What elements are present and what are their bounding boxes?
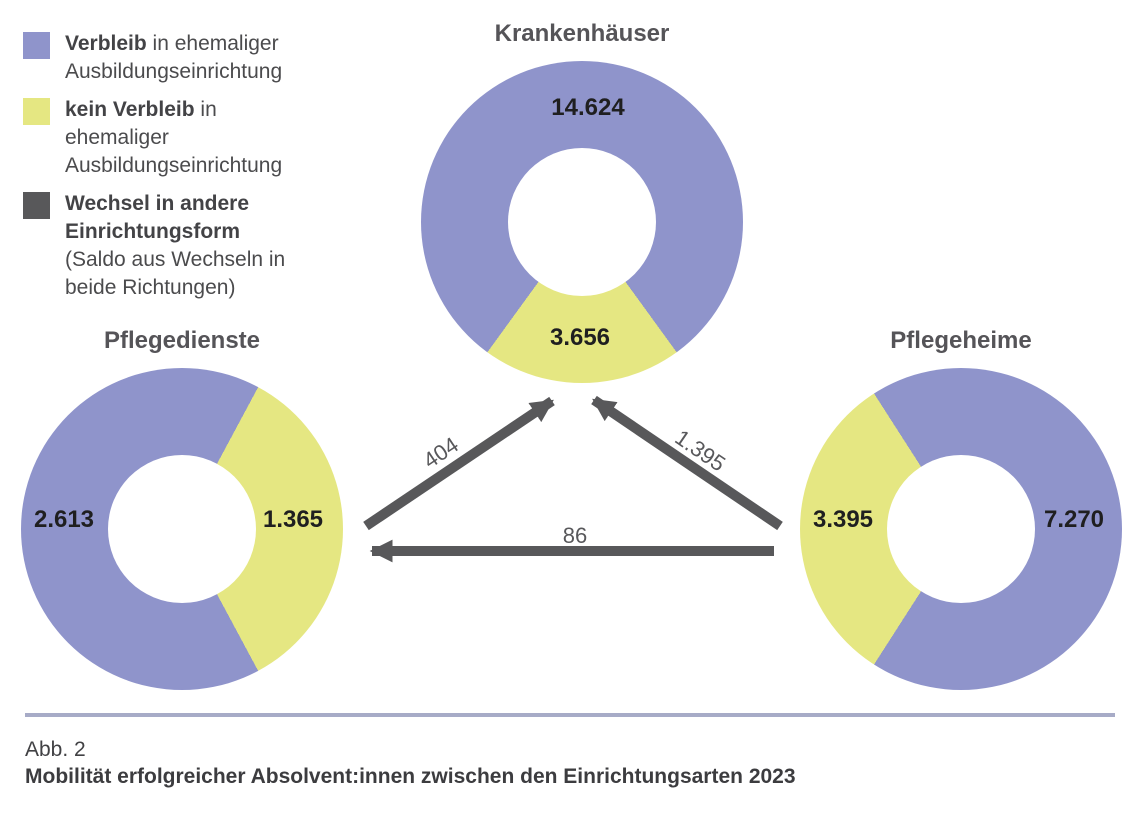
donut-chart-pflegedienste: 2.613 1.365	[21, 368, 343, 690]
legend-swatch-verbleib-icon	[23, 32, 50, 59]
legend-label-wechsel-bold: Wechsel in andere Einrichtungsform	[65, 192, 250, 243]
segment-value-kein-verbleib: 3.395	[812, 506, 874, 533]
flow-value-86: 86	[562, 523, 588, 548]
legend-label-verbleib-bold: Verbleib	[65, 32, 147, 55]
legend: Verbleib in ehemaliger Ausbildungseinric…	[23, 30, 323, 312]
donut-title-pflegedienste: Pflegedienste	[103, 327, 261, 354]
caption-divider	[25, 713, 1115, 717]
segment-value-verbleib: 2.613	[33, 506, 95, 533]
flow-arrow-pflegeheime-to-krankenhaeuser-icon	[591, 395, 783, 531]
legend-label-wechsel-note: (Saldo aus Wechseln in beide Richtungen)	[65, 248, 286, 299]
caption-figure-title: Mobilität erfolgreicher Absolvent:innen …	[25, 765, 796, 788]
donut-chart-pflegeheime: 3.395 7.270	[800, 368, 1122, 690]
legend-label-verbleib: Verbleib in ehemaliger Ausbildungseinric…	[65, 30, 315, 86]
legend-label-wechsel: Wechsel in andere Einrichtungsform (Saldo…	[65, 190, 315, 302]
legend-item-kein-verbleib: kein Verbleib in ehemaliger Ausbildungse…	[23, 96, 323, 180]
donut-title-krankenhaeuser: Krankenhäuser	[494, 20, 670, 47]
legend-swatch-kein-verbleib-icon	[23, 98, 50, 125]
segment-value-verbleib: 14.624	[551, 94, 625, 121]
segment-value-kein-verbleib: 1.365	[262, 506, 324, 533]
legend-label-kein-verbleib-rest: in ehemaliger Ausbildungseinrichtung	[65, 98, 283, 177]
legend-label-kein-verbleib-bold: kein Verbleib	[65, 98, 195, 121]
flow-arrow-pflegedienste-to-krankenhaeuser-icon	[363, 396, 555, 531]
flow-value-404: 404	[418, 431, 463, 474]
legend-swatch-wechsel-icon	[23, 192, 50, 219]
segment-value-kein-verbleib: 3.656	[549, 324, 611, 351]
legend-label-verbleib-rest: in ehemaliger Ausbildungseinrichtung	[65, 32, 283, 83]
donut-hole	[108, 455, 256, 603]
donut-title-pflegeheime: Pflegeheime	[890, 327, 1032, 354]
legend-label-kein-verbleib: kein Verbleib in ehemaliger Ausbildungse…	[65, 96, 315, 180]
segment-value-verbleib: 7.270	[1043, 506, 1105, 533]
legend-item-wechsel: Wechsel in andere Einrichtungsform (Saldo…	[23, 190, 323, 302]
flow-value-1395: 1.395	[670, 424, 731, 477]
caption-figure-number: Abb. 2	[25, 738, 86, 761]
donut-hole	[887, 455, 1035, 603]
legend-item-verbleib: Verbleib in ehemaliger Ausbildungseinric…	[23, 30, 323, 86]
donut-hole	[508, 148, 656, 296]
donut-chart-krankenhaeuser: 14.624 3.656	[421, 61, 743, 383]
